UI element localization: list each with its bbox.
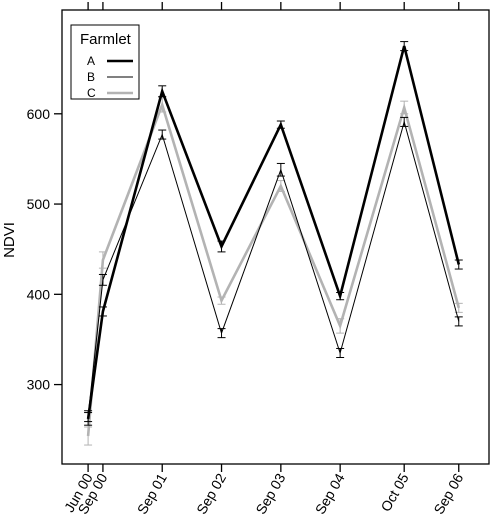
legend-label-b: B <box>87 70 95 84</box>
x-tick-label: Sep 01 <box>134 470 170 517</box>
y-axis: 300 400 500 600 <box>27 106 62 393</box>
x-tick-label: Oct 05 <box>377 470 412 514</box>
x-tick-label: Sep 03 <box>252 470 288 517</box>
series-b <box>84 116 463 423</box>
legend-items: ABC <box>87 54 133 100</box>
series-line-a <box>86 45 461 420</box>
top-axis-ticks <box>87 2 460 10</box>
series-layer <box>84 41 463 446</box>
x-tick-label: Sep 04 <box>312 470 348 517</box>
y-tick-label: 400 <box>27 286 51 302</box>
x-tick-label: Sep 02 <box>193 470 229 517</box>
legend-label-c: C <box>87 86 96 100</box>
y-tick-label: 500 <box>27 196 51 212</box>
plot-frame <box>61 9 490 465</box>
series-c <box>84 97 463 446</box>
legend: Farmlet ABC <box>70 24 140 100</box>
series-a <box>84 41 463 426</box>
plot-border <box>61 9 490 465</box>
y-axis-label: NDVI <box>1 222 18 258</box>
series-line-b <box>87 120 460 417</box>
x-tick-label: Sep 06 <box>430 470 466 517</box>
legend-title: Farmlet <box>80 31 132 48</box>
y-tick-label: 300 <box>27 377 51 393</box>
legend-label-a: A <box>87 54 95 68</box>
y-tick-label: 600 <box>27 106 51 122</box>
series-line-c <box>86 100 461 437</box>
